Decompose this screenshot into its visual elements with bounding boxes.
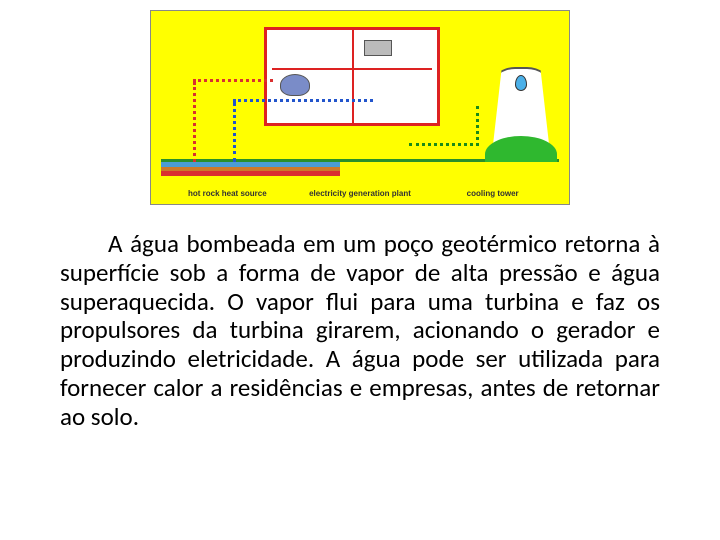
pipe-cooling-horizontal — [409, 143, 479, 146]
geothermal-diagram: hot rock heat source electricity generat… — [150, 10, 570, 205]
diagram-canvas — [161, 21, 559, 176]
pipe-hot-vertical — [193, 82, 196, 162]
underground-layers — [161, 162, 340, 176]
pipe-cold-vertical — [233, 102, 236, 162]
pipe-cooling-vertical — [476, 106, 479, 146]
caption-center: electricity generation plant — [294, 189, 427, 198]
generator — [364, 40, 392, 56]
plant-divider — [352, 27, 354, 126]
pipe-hot-horizontal — [193, 79, 273, 82]
caption-left: hot rock heat source — [161, 189, 294, 198]
pipe-cold-horizontal — [233, 99, 373, 102]
plant-mid-line — [272, 68, 431, 70]
caption-right: cooling tower — [426, 189, 559, 198]
water-drop-icon — [515, 75, 527, 91]
cooling-tower — [491, 67, 551, 162]
body-paragraph: A água bombeada em um poço geotérmico re… — [60, 230, 660, 431]
paragraph-text: A água bombeada em um poço geotérmico re… — [60, 228, 660, 432]
turbine — [280, 74, 310, 96]
diagram-captions: hot rock heat source electricity generat… — [161, 189, 559, 198]
